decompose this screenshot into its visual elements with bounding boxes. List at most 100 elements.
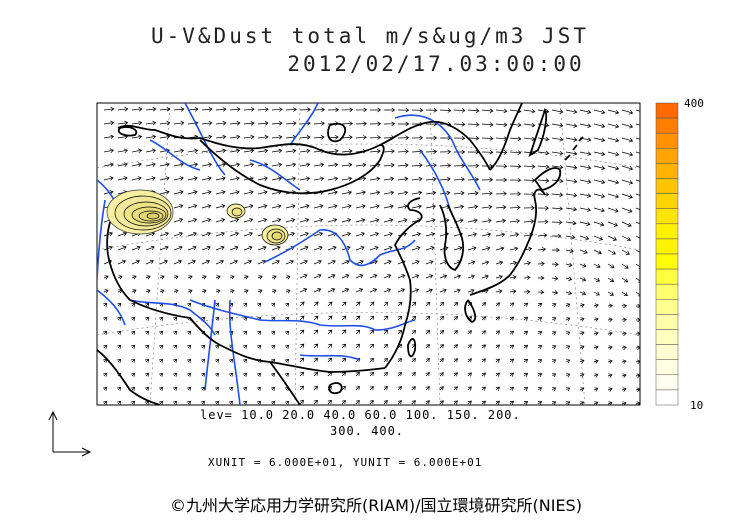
wind-arrow — [173, 217, 184, 223]
wind-arrow — [495, 386, 500, 391]
wind-arrow — [593, 235, 604, 241]
wind-arrow — [607, 221, 618, 227]
wind-arrow — [425, 372, 430, 377]
wind-arrow — [145, 289, 151, 294]
wind-arrow — [411, 204, 422, 209]
wind-arrow — [159, 259, 168, 265]
wind-arrow — [369, 301, 375, 307]
wind-arrow — [523, 261, 532, 266]
wind-arrow — [173, 330, 178, 335]
wind-arrow — [509, 218, 521, 224]
wind-arrow — [453, 163, 466, 168]
wind-arrow — [439, 330, 445, 335]
wind-arrow — [173, 245, 183, 251]
wind-arrow — [201, 259, 210, 265]
wind-arrow — [397, 288, 406, 293]
wind-arrow — [145, 106, 157, 112]
wind-arrow — [327, 343, 333, 349]
border-russia-south — [117, 120, 491, 171]
wind-arrow — [635, 207, 640, 211]
wind-arrow — [397, 149, 409, 154]
wind-arrow — [173, 275, 179, 280]
wind-arrow — [103, 344, 108, 349]
wind-arrow — [256, 372, 261, 377]
wind-arrow — [523, 275, 531, 280]
wind-arrow — [228, 400, 233, 405]
wind-arrow — [131, 316, 136, 321]
wind-arrow — [341, 357, 347, 363]
wind-arrow — [313, 315, 319, 321]
colorbar-segment — [655, 283, 679, 300]
wind-arrow — [131, 289, 137, 294]
wind-arrow — [565, 276, 573, 282]
colorbar-segment — [655, 268, 679, 285]
wind-arrow — [271, 330, 276, 335]
wind-arrow — [551, 276, 559, 281]
wind-arrow — [579, 165, 592, 170]
wind-arrow — [635, 263, 640, 269]
wind-arrow — [607, 345, 613, 350]
wind-arrow — [439, 315, 445, 321]
wind-arrow — [103, 400, 108, 405]
wind-arrow — [551, 192, 564, 198]
wind-arrow — [145, 120, 157, 126]
wind-arrow — [607, 179, 620, 185]
wind-arrow — [159, 372, 164, 377]
wind-arrow — [453, 330, 458, 335]
wind-arrow — [173, 316, 178, 321]
wind-arrow — [593, 109, 606, 115]
wind-arrow — [201, 275, 207, 280]
wind-arrow — [397, 386, 402, 391]
wind-arrow — [341, 107, 354, 113]
river-brahmaputra — [129, 299, 216, 336]
wind-arrow — [397, 190, 409, 196]
river-selenga — [249, 159, 301, 191]
wind-arrow — [201, 190, 212, 195]
wind-arrow — [411, 386, 416, 391]
wind-arrow — [635, 193, 640, 196]
wind-arrow — [467, 108, 480, 114]
wind-arrow — [397, 121, 410, 127]
wind-arrow — [145, 330, 150, 335]
wind-arrow — [439, 400, 444, 405]
wind-arrow — [117, 120, 129, 126]
border-mongolia — [199, 139, 385, 195]
wind-arrow — [145, 344, 150, 349]
wind-arrow — [159, 386, 164, 391]
wind-arrow — [593, 249, 602, 255]
wind-arrow — [481, 372, 486, 377]
wind-arrow — [551, 150, 564, 156]
wind-arrow — [593, 291, 600, 296]
wind-arrow — [187, 217, 198, 223]
wind-arrow — [187, 106, 199, 112]
wind-arrow — [313, 162, 325, 168]
wind-arrow — [607, 109, 620, 115]
wind-arrow — [159, 275, 165, 280]
wind-arrow — [103, 162, 114, 167]
wind-arrow — [159, 245, 169, 251]
wind-arrow — [159, 316, 164, 321]
wind-arrow — [481, 191, 493, 196]
wind-arrow — [355, 385, 360, 391]
wind-arrow — [551, 387, 557, 392]
wind-arrow — [607, 359, 613, 364]
wind-arrow — [201, 344, 206, 349]
wind-arrow — [565, 192, 578, 198]
wind-arrow — [481, 204, 493, 210]
wind-arrow — [117, 231, 128, 237]
wind-arrow — [271, 302, 276, 307]
wind-arrow — [103, 176, 114, 181]
wind-arrow — [481, 218, 492, 224]
colorbar-segment — [655, 238, 679, 255]
wind-arrow — [509, 164, 522, 169]
wind-arrow — [467, 372, 472, 377]
wind-arrow — [509, 289, 517, 294]
wind-arrow — [579, 193, 592, 198]
wind-arrow — [271, 344, 276, 349]
wind-arrow — [593, 263, 601, 268]
wind-arrow — [383, 245, 393, 251]
wind-arrow — [299, 162, 311, 168]
wind-arrow — [327, 245, 337, 251]
wind-arrow — [453, 372, 458, 377]
wind-arrow — [383, 343, 389, 349]
